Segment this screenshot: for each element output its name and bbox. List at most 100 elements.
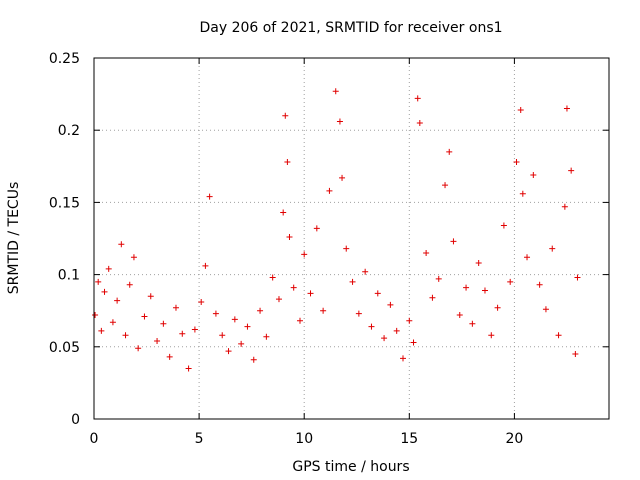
data-point bbox=[154, 338, 161, 345]
data-point bbox=[250, 356, 257, 363]
data-point bbox=[555, 332, 562, 339]
data-point bbox=[343, 245, 350, 252]
y-tick-label: 0.1 bbox=[58, 268, 80, 284]
data-point bbox=[282, 112, 289, 119]
data-point bbox=[574, 274, 581, 281]
y-tick-label: 0.2 bbox=[58, 123, 80, 139]
data-point bbox=[513, 158, 520, 165]
data-point bbox=[219, 332, 226, 339]
data-point bbox=[179, 330, 186, 337]
data-point bbox=[307, 290, 314, 297]
data-point bbox=[561, 203, 568, 210]
data-point bbox=[206, 193, 213, 200]
data-point bbox=[160, 320, 167, 327]
data-point bbox=[95, 278, 102, 285]
y-tick-label: 0 bbox=[71, 412, 80, 428]
x-tick-label: 15 bbox=[400, 431, 418, 447]
data-point bbox=[414, 95, 421, 102]
data-point bbox=[336, 118, 343, 125]
data-point bbox=[500, 222, 507, 229]
data-point bbox=[297, 317, 303, 324]
data-point bbox=[374, 290, 381, 297]
x-tick-label: 20 bbox=[505, 431, 523, 447]
data-point bbox=[456, 312, 463, 319]
data-point bbox=[362, 268, 369, 275]
data-point bbox=[130, 254, 137, 261]
data-point bbox=[147, 293, 154, 300]
data-point bbox=[349, 278, 356, 285]
data-point bbox=[191, 326, 198, 333]
data-point bbox=[387, 301, 394, 308]
data-point bbox=[429, 294, 436, 301]
data-point bbox=[572, 351, 579, 358]
data-point bbox=[166, 353, 173, 360]
data-point bbox=[257, 307, 264, 314]
data-point bbox=[463, 284, 470, 291]
data-points bbox=[92, 88, 581, 372]
data-point bbox=[122, 332, 129, 339]
data-point bbox=[225, 348, 232, 355]
data-point bbox=[275, 296, 282, 303]
data-point bbox=[290, 284, 297, 291]
data-point bbox=[332, 88, 339, 95]
data-point bbox=[423, 249, 430, 256]
data-point bbox=[141, 313, 148, 320]
y-tick-label: 0.05 bbox=[49, 340, 80, 356]
data-point bbox=[549, 245, 556, 252]
data-point bbox=[320, 307, 327, 314]
data-point bbox=[339, 174, 346, 181]
data-point bbox=[507, 278, 514, 285]
data-point bbox=[416, 119, 423, 126]
axis-ticks: 0 5 10 15 20 0 0.05 0.1 0.15 0.2 0.25 bbox=[49, 51, 609, 447]
data-point bbox=[446, 148, 453, 155]
data-point bbox=[442, 182, 449, 189]
data-point bbox=[185, 365, 192, 372]
data-point bbox=[238, 340, 245, 347]
data-point bbox=[536, 281, 543, 288]
data-point bbox=[105, 265, 112, 272]
x-axis-label: GPS time / hours bbox=[292, 459, 409, 475]
data-point bbox=[494, 304, 501, 311]
plot-frame bbox=[93, 57, 610, 420]
data-point bbox=[269, 274, 276, 281]
y-tick-label: 0.15 bbox=[49, 195, 80, 211]
data-point bbox=[263, 333, 270, 340]
data-point bbox=[301, 251, 308, 258]
data-point bbox=[280, 209, 287, 216]
data-point bbox=[517, 106, 524, 113]
data-point bbox=[481, 287, 488, 294]
x-tick-label: 5 bbox=[195, 431, 204, 447]
data-point bbox=[284, 158, 291, 165]
data-point bbox=[410, 339, 417, 346]
data-point bbox=[202, 262, 209, 269]
data-point bbox=[135, 345, 142, 352]
data-point bbox=[400, 355, 406, 362]
x-tick-label: 0 bbox=[90, 431, 99, 447]
data-point bbox=[92, 312, 99, 319]
data-point bbox=[98, 327, 105, 334]
y-tick-label: 0.25 bbox=[49, 51, 80, 67]
data-point bbox=[524, 254, 531, 261]
data-point bbox=[469, 320, 476, 327]
data-point bbox=[406, 317, 413, 324]
data-point bbox=[109, 319, 116, 326]
data-point bbox=[286, 234, 293, 241]
y-axis-label: SRMTID / TECUs bbox=[6, 182, 22, 295]
data-point bbox=[114, 297, 121, 304]
data-point bbox=[244, 323, 251, 330]
data-point bbox=[326, 187, 333, 194]
grid-lines bbox=[94, 58, 609, 419]
x-tick-label: 10 bbox=[295, 431, 313, 447]
data-point bbox=[118, 241, 125, 248]
data-point bbox=[530, 171, 537, 178]
data-point bbox=[542, 306, 549, 313]
data-point bbox=[450, 238, 457, 245]
data-point bbox=[381, 335, 388, 342]
data-point bbox=[355, 310, 362, 317]
data-point bbox=[172, 304, 179, 311]
data-point bbox=[212, 310, 219, 317]
data-point bbox=[198, 299, 205, 306]
data-point bbox=[393, 327, 400, 334]
data-point bbox=[231, 316, 238, 323]
data-point bbox=[475, 260, 482, 267]
